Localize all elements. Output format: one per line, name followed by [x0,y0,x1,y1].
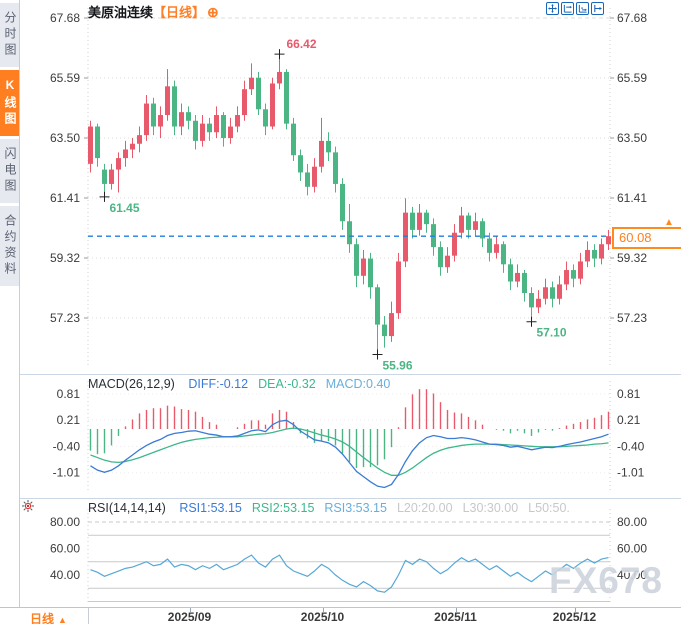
rsi-legend-item: RSI1:53.15 [179,501,242,515]
svg-text:57.10: 57.10 [537,326,567,340]
timeframe-label: 日线 [30,612,55,624]
blink-alert-icon [22,500,34,512]
svg-text:65.59: 65.59 [617,71,647,85]
last-price-value: 60.08 [619,230,652,245]
macd-panel[interactable]: 0.81 0.81 0.21 0.21 -0.40 -0.40 -1.01 -1.01 [20,375,681,498]
svg-text:65.59: 65.59 [50,71,80,85]
sidebar-tab-2[interactable]: K线图 [0,70,19,136]
svg-text:55.96: 55.96 [383,358,413,372]
panel-separator [20,498,681,499]
add-indicator-icon[interactable]: ⊕ [207,4,219,20]
chart-header: 美原油连续【日线】 ⊕ [88,2,219,20]
macd-legend-item: DIFF:-0.12 [188,377,249,391]
macd-legend-title: MACD(26,12,9) [88,377,175,391]
svg-text:57.23: 57.23 [50,311,80,325]
sidebar-tab-1[interactable]: 分时图 [0,3,19,67]
timeframe-selector[interactable]: 日线 ▲ [30,610,67,624]
macd-legend-item: DEA:-0.32 [258,377,316,391]
svg-text:60.00: 60.00 [617,542,647,556]
rsi-legend-item: RSI3:53.15 [324,501,387,515]
price-up-arrow-icon: ▲ [664,217,674,228]
rsi-legend-item: L30:30.00 [462,501,519,515]
pan-right-icon[interactable] [591,2,604,15]
sidebar-tab-4[interactable]: 合约资料 [0,206,19,286]
panel-separator [20,374,681,375]
rsi-legend-item: RSI2:53.15 [251,501,315,515]
svg-text:57.23: 57.23 [617,311,647,325]
rsi-legend-item: L20:20.00 [396,501,453,515]
svg-text:-0.40: -0.40 [617,439,645,453]
rsi-legend: RSI(14,14,14) RSI1:53.15 RSI2:53.15 RSI3:5… [88,501,580,515]
timeframe-tag: 【日线】 [153,5,206,20]
date-tick [455,608,457,612]
svg-text:67.68: 67.68 [50,11,80,25]
svg-text:59.32: 59.32 [50,251,80,265]
svg-text:40.00: 40.00 [617,568,647,582]
svg-text:80.00: 80.00 [617,515,647,529]
svg-text:61.45: 61.45 [110,201,140,215]
rsi-legend-title: RSI(14,14,14) [88,501,166,515]
date-label: 2025/10 [300,610,345,624]
svg-text:0.81: 0.81 [617,387,641,401]
date-label: 2025/11 [434,610,477,624]
symbol-title: 美原油连续 [88,5,154,20]
rsi-legend-item: L50:50. [528,501,570,515]
svg-text:67.68: 67.68 [617,11,647,25]
chart-toolbar [546,2,604,15]
date-tick [322,608,324,612]
sidebar-tab-3[interactable]: 闪电图 [0,139,19,203]
svg-text:66.42: 66.42 [287,37,317,51]
svg-text:59.32: 59.32 [617,251,647,265]
fit-vertical-axis-icon[interactable] [576,2,589,15]
svg-text:0.81: 0.81 [57,387,81,401]
rsi-panel[interactable]: 80.00 80.00 60.00 60.00 40.00 40.00 [20,499,681,607]
svg-text:-1.01: -1.01 [53,466,81,480]
date-label: 2025/09 [167,610,212,624]
chart-type-sidebar: 分时图 K线图闪电图合约资料 [0,0,20,607]
svg-text:80.00: 80.00 [50,515,80,529]
timeframe-dropdown-arrow-icon: ▲ [58,615,67,624]
macd-legend: MACD(26,12,9) DIFF:-0.12 DEA:-0.32 MACD:0.… [88,377,400,391]
date-axis: 2025/09 2025/10 2025/11 2025/12 [88,608,681,624]
date-tick [574,608,576,612]
macd-legend-item: MACD:0.40 [325,377,391,391]
svg-text:63.50: 63.50 [617,131,647,145]
time-axis-bar: 日线 ▲ 2025/09 2025/10 2025/11 2025/12 [0,607,681,624]
date-label: 2025/12 [552,610,597,624]
svg-text:0.21: 0.21 [617,413,641,427]
fit-horizontal-axis-icon[interactable] [561,2,574,15]
svg-text:63.50: 63.50 [50,131,80,145]
svg-text:40.00: 40.00 [50,568,80,582]
svg-text:61.41: 61.41 [50,191,80,205]
move-chart-icon[interactable] [546,2,559,15]
svg-text:0.21: 0.21 [57,413,81,427]
svg-text:61.41: 61.41 [617,191,647,205]
last-price-badge: 60.08 [612,227,681,249]
candlestick-panel[interactable]: 67.68 67.68 65.59 65.59 63.50 63.50 61.41 61.41… [20,0,681,374]
svg-text:-1.01: -1.01 [617,466,645,480]
svg-text:60.00: 60.00 [50,542,80,556]
svg-text:-0.40: -0.40 [53,439,81,453]
date-tick [189,608,191,612]
